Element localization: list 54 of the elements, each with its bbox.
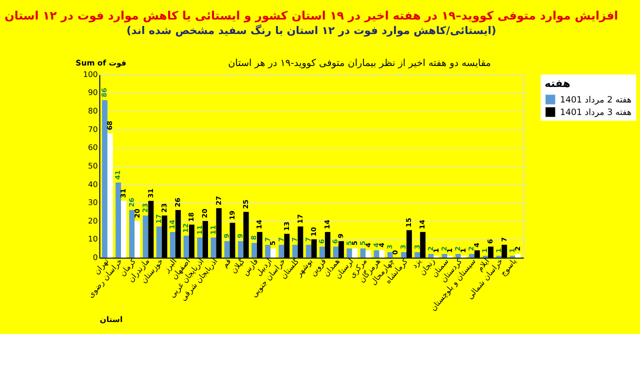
x-axis-title: استان <box>100 315 123 324</box>
bar <box>401 252 406 258</box>
text: مقایسه دو هفته اخیر از نظر بیماران متوفی کووید-۱۹ در هر استان <box>228 58 491 69</box>
y-tick-label: 90 <box>88 88 98 98</box>
bar <box>134 220 140 258</box>
bar <box>319 246 325 258</box>
bar <box>387 252 393 258</box>
bar <box>352 248 358 258</box>
bar <box>360 248 366 258</box>
bar <box>238 241 244 258</box>
bar <box>278 244 284 258</box>
y-tick-label: 100 <box>83 70 98 79</box>
legend-label: هفته 2 مرداد 1401 <box>560 95 632 106</box>
bar <box>292 244 298 258</box>
bar <box>270 248 276 258</box>
bar <box>252 242 257 258</box>
bar <box>428 254 434 258</box>
y-tick-label: 20 <box>88 216 98 226</box>
bar <box>265 244 271 258</box>
chart-title: افزایش موارد متوفی کووید–۱۹ در هفته اخیر در ۱۹ استان کشور و ایستائی یا کاهش موارد فوت در ۱۲ استان <box>4 8 618 23</box>
bar <box>121 200 126 258</box>
y-tick-label: 60 <box>88 143 98 152</box>
bar <box>107 133 113 258</box>
bar <box>170 232 176 258</box>
bar <box>366 250 372 258</box>
y-tick-label: 40 <box>88 180 98 189</box>
bar <box>515 254 521 258</box>
y-axis-title: Sum of فوت <box>76 58 126 68</box>
bar <box>210 237 216 258</box>
y-tick-label: 80 <box>88 106 98 116</box>
bar <box>374 250 380 258</box>
bar <box>197 237 203 258</box>
y-tick-label: 50 <box>88 161 98 170</box>
y-tick-label: 30 <box>88 198 98 208</box>
bar <box>156 226 162 258</box>
bar <box>102 100 108 258</box>
bar <box>116 182 122 258</box>
chart-subtitle: (ایستائی/کاهش موارد فوت در ۱۲ استان با رنگ سفید مشخص شده اند) <box>126 24 496 37</box>
legend-label: هفته 3 مرداد 1401 <box>560 108 632 118</box>
bar <box>346 248 352 258</box>
bar <box>142 215 148 258</box>
bar <box>129 210 135 258</box>
bar <box>442 254 448 258</box>
bar <box>414 252 420 258</box>
bar <box>306 244 312 258</box>
y-tick-label: 10 <box>88 234 98 244</box>
y-tick-label: 70 <box>88 124 98 134</box>
bar <box>455 254 461 258</box>
bar <box>469 254 474 258</box>
legend-title: هفته <box>544 78 570 90</box>
bar <box>184 236 189 258</box>
bar <box>224 241 230 258</box>
y-tick-label: 0 <box>92 253 98 262</box>
bar <box>333 246 339 258</box>
